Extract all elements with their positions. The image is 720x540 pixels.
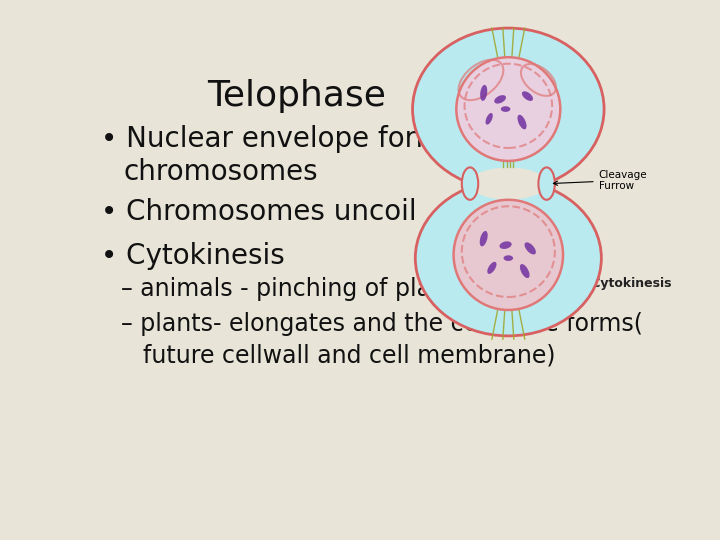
Ellipse shape [413, 28, 604, 190]
Ellipse shape [480, 85, 487, 101]
Ellipse shape [487, 262, 497, 274]
Ellipse shape [485, 113, 492, 125]
Text: • Cytokinesis: • Cytokinesis [101, 241, 285, 269]
Ellipse shape [500, 241, 512, 249]
Ellipse shape [415, 180, 601, 336]
Text: – animals - pinching of plasma: – animals - pinching of plasma [121, 277, 480, 301]
Ellipse shape [494, 95, 506, 104]
Text: – plants- elongates and the cell plate forms(: – plants- elongates and the cell plate f… [121, 312, 642, 336]
Ellipse shape [480, 231, 487, 246]
Ellipse shape [520, 264, 529, 278]
Text: chromosomes: chromosomes [124, 158, 318, 186]
Ellipse shape [456, 57, 560, 161]
Ellipse shape [518, 114, 526, 130]
Text: Cleavage
Furrow: Cleavage Furrow [554, 170, 647, 191]
Text: future cellwall and cell membrane): future cellwall and cell membrane) [143, 343, 556, 367]
Ellipse shape [470, 167, 546, 200]
Ellipse shape [501, 106, 510, 112]
Text: • Chromosomes uncoil: • Chromosomes uncoil [101, 198, 417, 226]
Ellipse shape [539, 167, 555, 200]
Text: • Nuclear envelope form around: • Nuclear envelope form around [101, 125, 549, 153]
Text: Telophase and Cytokinesis: Telophase and Cytokinesis [486, 277, 672, 290]
Ellipse shape [522, 91, 533, 101]
Ellipse shape [503, 255, 513, 261]
Ellipse shape [525, 242, 536, 254]
Ellipse shape [462, 167, 478, 200]
Text: Telophase: Telophase [207, 79, 386, 113]
Ellipse shape [454, 200, 563, 310]
